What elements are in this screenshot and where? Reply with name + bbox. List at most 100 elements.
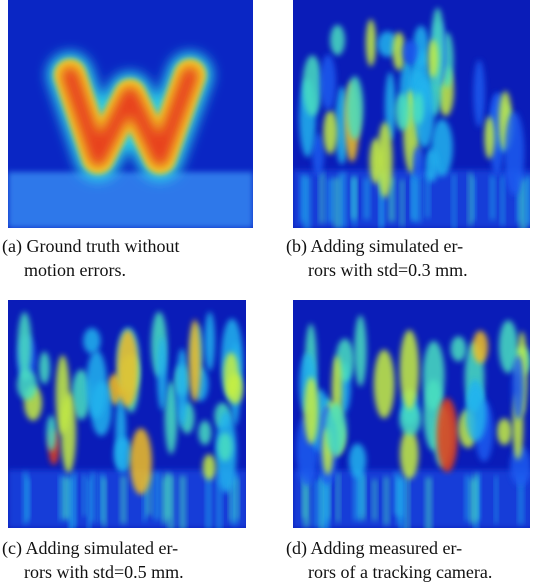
speckle bbox=[23, 472, 28, 524]
speckle bbox=[154, 472, 161, 520]
speckle bbox=[414, 172, 421, 223]
speckle bbox=[425, 477, 432, 528]
speckle bbox=[113, 437, 133, 473]
speckle bbox=[90, 472, 96, 523]
image-tracking-camera bbox=[293, 300, 530, 528]
speckle bbox=[176, 348, 189, 427]
speckle bbox=[235, 477, 239, 520]
speckle bbox=[490, 175, 495, 220]
speckle bbox=[394, 93, 410, 131]
speckle bbox=[319, 172, 325, 224]
speckle bbox=[393, 472, 400, 516]
speckle bbox=[102, 477, 107, 528]
speckle bbox=[68, 478, 72, 528]
speckle bbox=[339, 172, 346, 228]
image-std-0.3 bbox=[293, 0, 530, 228]
speckle bbox=[353, 472, 361, 521]
caption-line: (d) Adding measured er- bbox=[286, 538, 462, 559]
speckle bbox=[450, 336, 467, 362]
speckle bbox=[412, 92, 424, 125]
speckle bbox=[17, 312, 32, 380]
speckle bbox=[327, 178, 335, 223]
speckle bbox=[8, 470, 246, 528]
speckle bbox=[504, 111, 525, 196]
speckle bbox=[330, 24, 345, 56]
speckle bbox=[334, 177, 341, 228]
speckle bbox=[425, 172, 430, 218]
speckle bbox=[372, 479, 377, 521]
speckle bbox=[314, 479, 321, 528]
speckle bbox=[202, 454, 216, 480]
caption-line: rors with std=0.3 mm. bbox=[308, 260, 468, 280]
speckle bbox=[348, 443, 367, 478]
speckle bbox=[373, 349, 395, 419]
speckle bbox=[500, 175, 505, 226]
speckle bbox=[229, 479, 234, 522]
speckle bbox=[58, 475, 63, 521]
speckle bbox=[428, 39, 439, 78]
speckle bbox=[465, 475, 471, 521]
speckle bbox=[206, 474, 212, 528]
speckle bbox=[436, 397, 458, 473]
speckle bbox=[384, 72, 396, 141]
speckle bbox=[164, 472, 171, 519]
speckle bbox=[312, 133, 325, 176]
speckle bbox=[473, 59, 485, 128]
speckle bbox=[302, 473, 307, 519]
caption-line: (a) Ground truth without bbox=[2, 236, 179, 257]
caption-line: rors with std=0.5 mm. bbox=[24, 562, 184, 582]
speckle bbox=[216, 478, 222, 528]
speckle bbox=[325, 403, 347, 456]
speckle bbox=[510, 446, 530, 486]
speckle bbox=[217, 432, 233, 462]
caption-line: motion errors. bbox=[24, 260, 126, 280]
speckle bbox=[400, 179, 405, 227]
speckle bbox=[484, 116, 495, 159]
speckle bbox=[518, 475, 524, 525]
speckle bbox=[55, 355, 70, 435]
speckle bbox=[392, 31, 406, 71]
speckle bbox=[87, 478, 91, 528]
speckle bbox=[72, 472, 77, 528]
speckle bbox=[146, 474, 152, 516]
speckle bbox=[179, 475, 186, 528]
speckle bbox=[494, 476, 498, 524]
caption-line: (c) Adding simulated er- bbox=[2, 538, 178, 559]
speckle bbox=[204, 311, 216, 371]
speckle bbox=[142, 477, 147, 522]
speckle bbox=[323, 110, 338, 155]
speckle bbox=[402, 39, 418, 65]
speckle bbox=[157, 336, 168, 411]
speckle bbox=[511, 354, 525, 420]
speckle bbox=[188, 319, 201, 402]
speckle bbox=[303, 176, 311, 228]
speckle bbox=[38, 351, 51, 385]
speckle bbox=[383, 476, 389, 526]
speckle bbox=[62, 476, 70, 520]
speckle bbox=[120, 475, 127, 524]
speckle bbox=[498, 320, 518, 374]
speckle bbox=[302, 55, 323, 117]
image-std-0.5 bbox=[8, 300, 246, 528]
speckle bbox=[351, 178, 356, 220]
speckle bbox=[334, 86, 349, 165]
speckle bbox=[231, 473, 238, 526]
speckle bbox=[71, 369, 91, 420]
speckle bbox=[411, 172, 416, 221]
speckle bbox=[86, 350, 107, 419]
speckle bbox=[358, 472, 365, 516]
speckle bbox=[377, 121, 393, 198]
speckle bbox=[380, 173, 385, 227]
speckle bbox=[470, 479, 477, 525]
speckle bbox=[303, 377, 319, 445]
speckle bbox=[398, 477, 404, 518]
speckle bbox=[465, 386, 487, 442]
speckle bbox=[472, 330, 489, 364]
caption-line: (b) Adding simulated er- bbox=[286, 236, 463, 257]
speckle bbox=[300, 174, 306, 222]
speckle bbox=[116, 329, 139, 408]
speckle bbox=[354, 315, 367, 387]
speckle bbox=[519, 179, 527, 228]
